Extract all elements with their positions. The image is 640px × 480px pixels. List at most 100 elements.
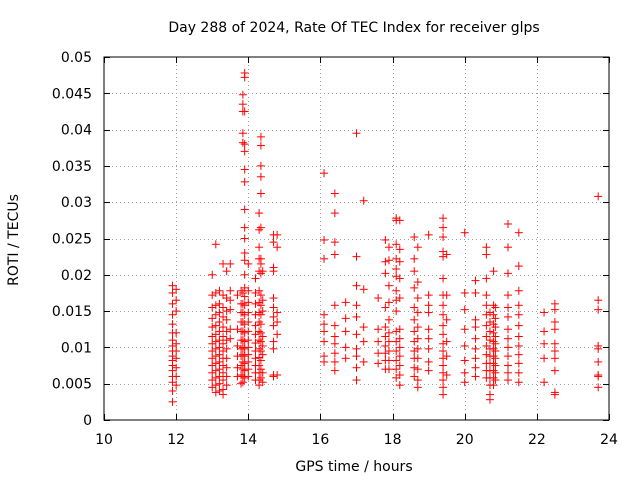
data-point: [381, 349, 390, 358]
data-point: [222, 315, 231, 324]
data-point: [255, 361, 264, 370]
data-point: [413, 323, 422, 332]
data-point: [381, 341, 390, 350]
plot-frame: [103, 56, 610, 421]
data-point: [255, 209, 264, 218]
data-point: [359, 285, 368, 294]
data-point: [172, 381, 181, 390]
data-point: [504, 291, 512, 300]
data-point: [256, 189, 265, 198]
data-point: [172, 347, 181, 356]
y-tick-label: 0.04: [61, 123, 92, 139]
data-point: [550, 354, 559, 363]
data-point: [172, 354, 181, 363]
data-point: [410, 372, 419, 381]
data-point: [439, 368, 448, 377]
data-point: [489, 366, 498, 375]
data-point: [594, 383, 603, 392]
data-point: [460, 305, 469, 314]
data-point: [211, 381, 220, 390]
y-tick-label: 0.045: [52, 86, 92, 102]
data-point: [215, 365, 224, 374]
data-point: [384, 347, 393, 356]
data-point: [168, 310, 177, 319]
data-point: [215, 379, 224, 388]
x-tick-label: 20: [456, 432, 474, 448]
y-tick-label: 0.015: [52, 304, 92, 320]
data-point: [208, 383, 217, 392]
data-point: [439, 376, 448, 385]
data-point: [482, 243, 491, 252]
data-point: [424, 230, 433, 239]
data-point: [240, 337, 249, 346]
data-point: [395, 361, 404, 370]
data-point: [482, 350, 491, 359]
data-point: [172, 296, 181, 305]
data-point: [359, 196, 368, 205]
data-point: [489, 352, 498, 361]
data-point: [352, 352, 361, 361]
data-point: [219, 368, 228, 377]
data-point: [211, 288, 220, 297]
data-point: [240, 352, 249, 361]
y-tick-label: 0.035: [52, 159, 92, 175]
data-point: [238, 90, 247, 99]
data-point: [395, 370, 404, 379]
x-axis-label: GPS time / hours: [295, 459, 412, 475]
data-point: [460, 228, 469, 237]
data-point: [240, 107, 249, 116]
x-tick-label: 16: [312, 432, 330, 448]
data-point: [359, 337, 368, 346]
data-point: [215, 299, 224, 308]
data-point: [460, 368, 469, 377]
data-point: [269, 344, 278, 353]
data-point: [233, 363, 242, 372]
data-point: [471, 288, 480, 297]
data-point: [222, 267, 231, 276]
data-point: [413, 278, 422, 287]
data-point: [244, 286, 253, 295]
data-point: [240, 373, 249, 382]
data-point: [240, 73, 249, 82]
data-point: [215, 336, 224, 345]
data-point: [219, 376, 228, 385]
data-point: [352, 129, 361, 138]
data-point: [392, 264, 401, 273]
data-point: [381, 235, 390, 244]
data-point: [222, 381, 231, 390]
data-point: [244, 317, 253, 326]
data-point: [222, 327, 231, 336]
y-tick-label: 0: [83, 413, 92, 429]
data-point: [251, 299, 260, 308]
data-point: [208, 354, 217, 363]
data-point: [439, 330, 448, 339]
data-point: [395, 274, 404, 283]
data-point: [215, 317, 224, 326]
data-point: [392, 365, 401, 374]
data-point: [424, 357, 433, 366]
data-point: [442, 337, 451, 346]
data-point: [410, 327, 419, 336]
chart-title: Day 288 of 2024, Rate Of TEC Index for r…: [168, 20, 539, 36]
data-point: [208, 323, 217, 332]
data-point: [244, 259, 253, 268]
data-point: [244, 308, 253, 317]
data-point: [471, 276, 480, 285]
data-point: [514, 341, 523, 350]
data-point: [442, 291, 451, 300]
x-tick-label: 22: [528, 432, 546, 448]
data-point: [384, 328, 393, 337]
data-point: [240, 205, 249, 214]
data-point: [460, 356, 469, 365]
data-point: [384, 315, 393, 324]
data-point: [255, 336, 264, 345]
data-point: [485, 308, 494, 317]
data-point: [514, 332, 523, 341]
data-point: [240, 292, 249, 301]
data-point: [269, 321, 278, 330]
data-point: [255, 243, 264, 252]
data-point: [273, 243, 282, 252]
data-point: [381, 303, 390, 312]
data-point: [256, 365, 265, 374]
y-tick-label: 0.03: [61, 195, 92, 211]
